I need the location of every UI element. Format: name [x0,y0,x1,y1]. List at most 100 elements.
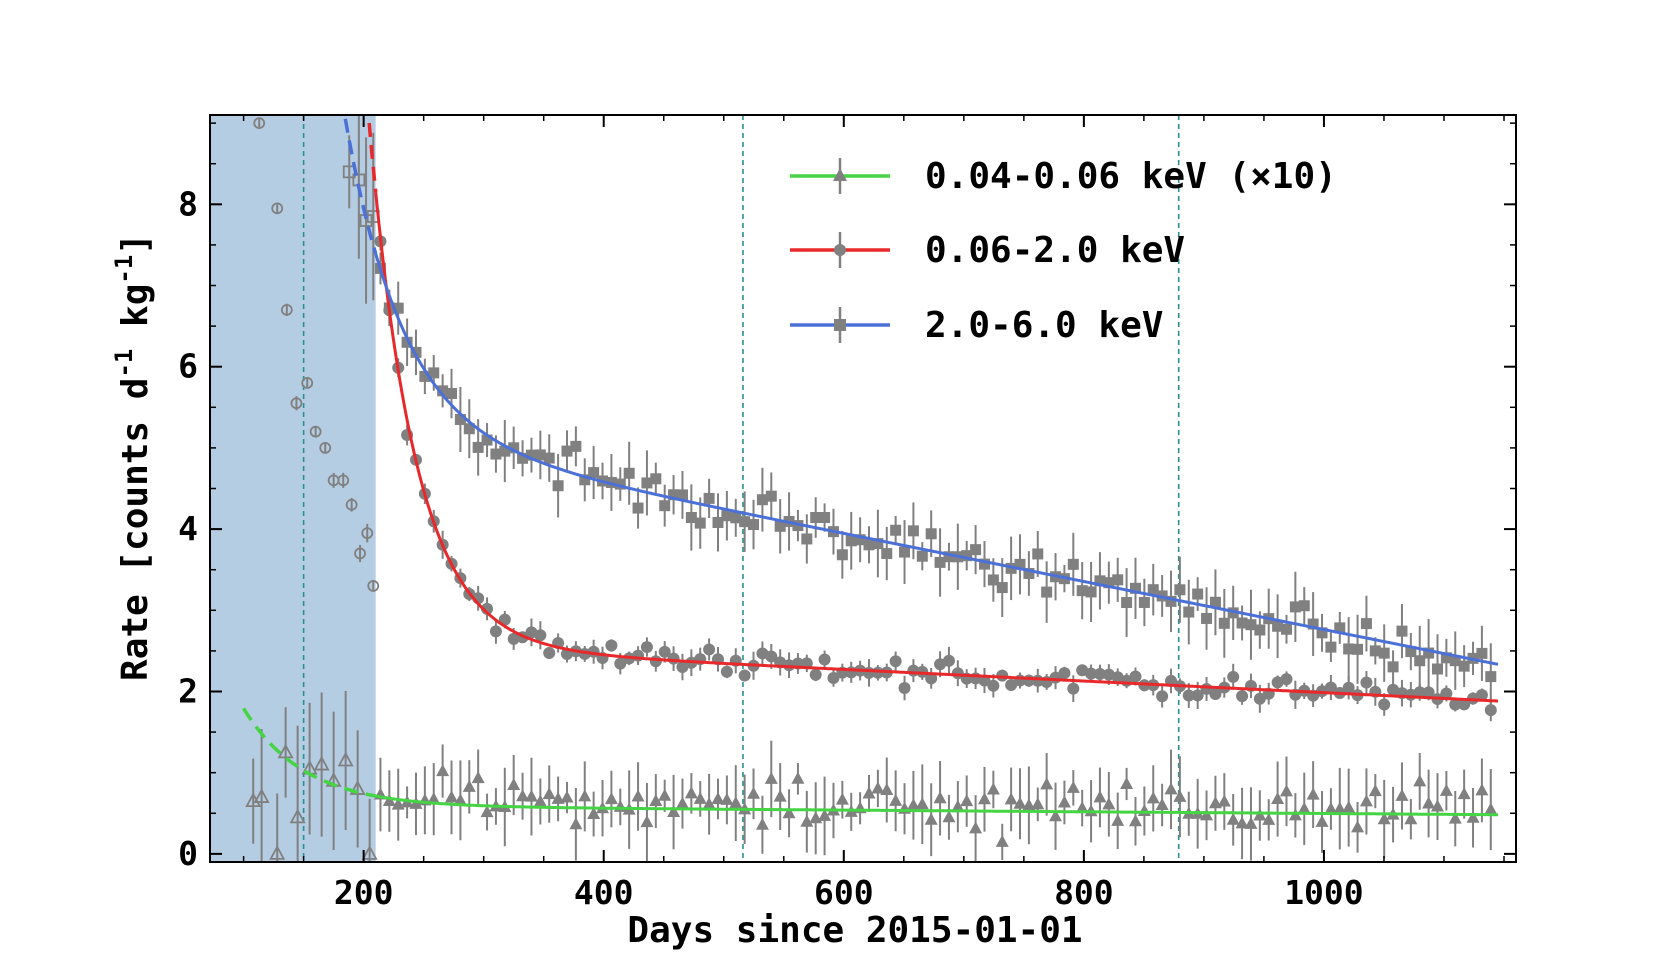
data-point [1227,670,1240,683]
data-point [319,442,332,454]
data-point [253,117,266,130]
data-point [1413,774,1427,787]
y-tick-label: 2 [178,671,198,710]
data-point [614,657,627,670]
data-point [1378,698,1391,711]
data-point [1484,704,1497,717]
data-point [640,641,653,654]
data-point [1192,588,1204,600]
data-point [361,527,374,540]
data-point [543,647,556,660]
data-point [1440,652,1452,664]
fit-curve [374,253,1499,666]
data-point [1128,814,1142,827]
data-point [1146,791,1160,804]
data-point [996,582,1008,594]
y-axis-label-sup: -1 [110,349,138,378]
data-point [605,639,618,652]
data-point [764,771,778,784]
data-point [1476,647,1488,659]
data-point [676,661,689,674]
data-point [863,539,875,551]
data-point [1333,801,1347,814]
data-point [791,771,805,784]
data-point [1440,687,1453,700]
data-point [632,502,644,514]
data-point [668,489,680,501]
data-point [542,787,556,800]
data-point [525,449,537,461]
data-point [1138,596,1150,608]
data-point [721,510,733,522]
data-point [1280,673,1293,686]
data-point [1201,612,1213,624]
fit-curve-dashed [242,707,376,798]
data-point [827,672,840,685]
data-point [977,792,991,805]
data-point [640,815,654,828]
data-point [453,793,467,806]
data-point [1395,788,1409,801]
data-point [401,336,413,348]
data-point [942,810,956,823]
x-tick-label: 400 [574,873,634,912]
data-point [524,789,538,802]
data-point [1236,690,1249,703]
data-point [1137,804,1151,817]
data-point [472,441,484,453]
data-point [253,788,270,803]
data-point [489,625,502,638]
data-point [1475,783,1489,796]
data-point [1156,690,1169,703]
data-point [280,303,293,316]
x-tick-label: 600 [814,873,874,912]
data-point [898,682,911,695]
data-point [569,817,583,830]
data-point [1067,682,1080,695]
data-point [836,549,848,561]
data-point [1369,645,1381,657]
y-axis-label-part: kg [115,284,156,349]
data-point [1466,810,1480,823]
data-point [1120,776,1134,789]
data-point [862,786,876,799]
data-point [367,580,380,592]
data-point [631,789,645,802]
data-point [543,452,555,464]
fit-curve [374,191,1498,703]
data-point [659,500,671,512]
data-point [1174,584,1186,596]
data-point [667,652,680,665]
y-axis-label-part: ] [115,233,156,255]
x-tick-label: 1000 [1284,873,1363,912]
data-point [1093,667,1106,680]
data-point [960,794,974,807]
data-point [1085,667,1098,680]
legend-entry: 0.06-2.0 keV [790,230,1185,271]
data-point [845,535,857,547]
data-point [551,791,565,804]
data-point [1422,796,1436,809]
data-point [361,844,378,860]
data-point [1458,660,1470,672]
data-point [337,474,350,487]
shaded-region [210,115,376,862]
data-point [907,525,919,537]
data-point [1343,643,1355,655]
data-point [1298,600,1310,612]
data-point [1475,689,1488,702]
data-point [507,778,521,791]
data-point [676,489,688,501]
legend-marker [833,168,847,181]
data-point [1049,809,1063,822]
legend-label: 2.0-6.0 keV [925,305,1163,346]
data-point [702,797,716,810]
data-point [1253,808,1267,821]
data-point [1147,584,1159,596]
data-point [1307,618,1319,630]
data-point [1022,798,1036,811]
data-point [703,492,715,504]
legend-marker [834,319,846,331]
data-point [1040,777,1054,790]
legend-entry: 2.0-6.0 keV [790,305,1163,346]
